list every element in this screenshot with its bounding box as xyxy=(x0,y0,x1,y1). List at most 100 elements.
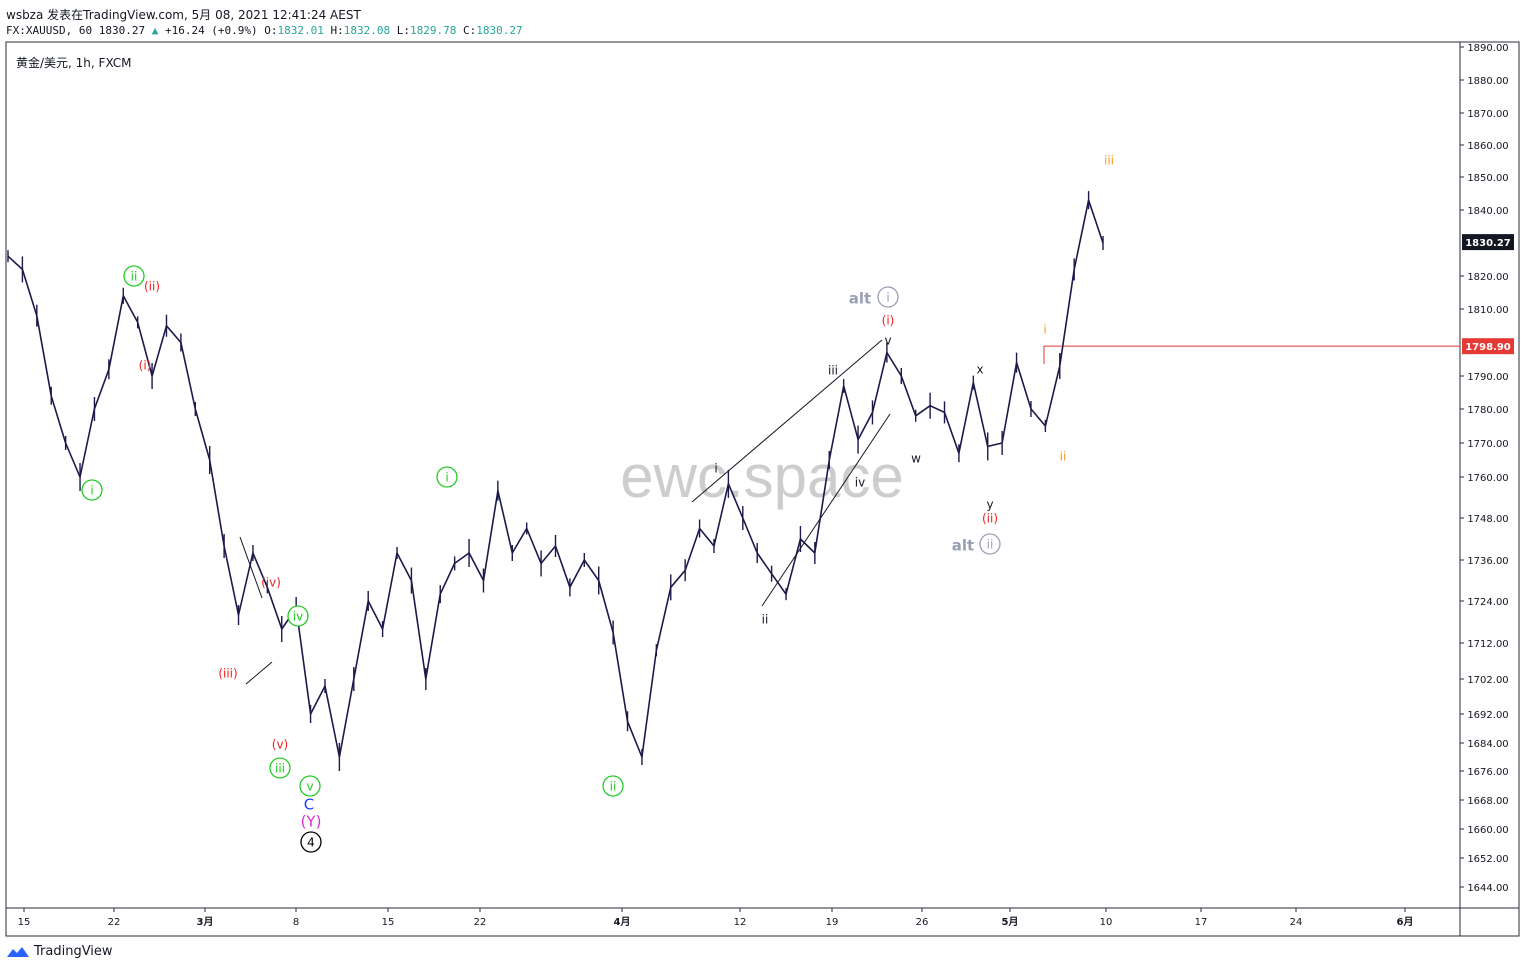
change-value: +16.24 (+0.9%) xyxy=(164,24,258,37)
wave-label: C xyxy=(304,795,314,813)
open-value: 1832.01 xyxy=(277,24,324,37)
wave-label: i xyxy=(436,466,458,488)
x-tick-label: 3月 xyxy=(197,916,214,928)
wave-label: iv xyxy=(855,475,865,489)
y-tick-label: 1780.00 xyxy=(1467,405,1508,416)
wave-label-text: iv xyxy=(293,609,303,623)
x-tick-label: 5月 xyxy=(1002,916,1019,928)
wave-label-circle xyxy=(287,605,309,627)
wave-label-circle xyxy=(300,831,322,853)
trendline xyxy=(761,413,891,607)
high-label: H: xyxy=(330,24,344,37)
y-tick-label: 1840.00 xyxy=(1467,206,1508,217)
y-tick-label: 1798.90 xyxy=(1465,342,1511,353)
wave-label-circle xyxy=(877,286,899,308)
wave-label-circle xyxy=(602,775,624,797)
wave-label: x xyxy=(976,362,983,376)
wave-label: (iv) xyxy=(261,575,281,589)
wave-label-circle xyxy=(436,466,458,488)
wave-label-text: ii xyxy=(1060,449,1067,463)
y-tick-label: 1676.00 xyxy=(1467,767,1508,778)
wave-label-text: iv xyxy=(855,475,865,489)
x-tick-label: 24 xyxy=(1290,917,1303,928)
wave-label-text: x xyxy=(976,362,983,376)
series-line xyxy=(7,199,1104,758)
wave-label-text: (ii) xyxy=(982,511,998,525)
x-tick-label: 12 xyxy=(734,917,747,928)
wave-label: (i) xyxy=(139,358,152,372)
wave-label: iii xyxy=(828,363,838,377)
time-axis[interactable]: 15 22 3月 8 15 22 4月 12 19 26 5月 10 17 24 6月 xyxy=(18,908,1414,928)
wave-label-text: alt xyxy=(849,289,871,307)
y-tick-label: 1702.00 xyxy=(1467,675,1508,686)
wave-label-text: ii xyxy=(987,537,994,551)
wave-label: (ii) xyxy=(144,279,160,293)
y-tick-label: 1724.00 xyxy=(1467,597,1508,608)
trendline xyxy=(245,661,273,685)
y-tick-label: 1692.00 xyxy=(1467,710,1508,721)
trendline xyxy=(691,339,883,503)
wave-label-text: (i) xyxy=(139,358,152,372)
y-tick-label: 1890.00 xyxy=(1467,43,1508,54)
wave-label: ii xyxy=(123,265,145,287)
last-price-tag xyxy=(1462,234,1514,251)
wave-label: alt xyxy=(849,289,871,307)
footer: TradingView xyxy=(6,944,113,959)
wave-label-text: (Y) xyxy=(301,812,322,830)
wave-label-text: i xyxy=(886,290,889,304)
y-tick-label: 1820.00 xyxy=(1467,272,1508,283)
wave-label-text: i xyxy=(714,461,717,475)
y-tick-label: 1668.00 xyxy=(1467,796,1508,807)
publish-info: wsbza 发表在TradingView.com, 5月 08, 2021 12… xyxy=(6,8,361,22)
pane-title: 黄金/美元, 1h, FXCM xyxy=(16,55,132,70)
wave-label-text: ii xyxy=(131,269,138,283)
wave-label: (i) xyxy=(882,313,895,327)
wave-label: i xyxy=(877,286,899,308)
symbol-label: FX:XAUUSD, 60 xyxy=(6,24,93,37)
y-tick-label: 1870.00 xyxy=(1467,109,1508,120)
up-arrow-icon: ▲ xyxy=(151,24,159,37)
last-price: 1830.27 xyxy=(98,24,146,37)
wave-label-text: (iii) xyxy=(218,666,237,680)
wave-label: ii xyxy=(979,533,1001,555)
wave-label: (iii) xyxy=(218,666,237,680)
y-tick-label: 1880.00 xyxy=(1467,76,1508,87)
y-tick-label: 1660.00 xyxy=(1467,825,1508,836)
y-tick-label: 1644.00 xyxy=(1467,883,1508,894)
y-tick-label: 1760.00 xyxy=(1467,473,1508,484)
wave-label-text: v xyxy=(884,333,891,347)
y-tick-label: 1684.00 xyxy=(1467,739,1508,750)
wave-label: alt xyxy=(952,536,974,554)
x-tick-label: 26 xyxy=(916,917,929,928)
y-tick-label: 1830.27 xyxy=(1465,238,1511,249)
x-tick-label: 22 xyxy=(108,917,121,928)
trendlines xyxy=(239,339,891,685)
wave-label: v xyxy=(299,775,321,797)
wave-label-text: (iv) xyxy=(261,575,281,589)
price-axis[interactable]: 1890.00 1880.00 1870.00 1860.00 1850.00 1840.… xyxy=(1460,43,1514,894)
trendline xyxy=(239,536,263,599)
y-tick-label: 1652.00 xyxy=(1467,854,1508,865)
wave-label-text: i xyxy=(1043,322,1046,336)
wave-label: i xyxy=(81,479,103,501)
wave-label: v xyxy=(884,333,891,347)
x-tick-label: 22 xyxy=(474,917,487,928)
wave-label-circle xyxy=(979,533,1001,555)
wave-label: w xyxy=(911,451,921,465)
wave-label-text: (i) xyxy=(882,313,895,327)
wave-label-text: v xyxy=(306,779,313,793)
x-tick-label: 6月 xyxy=(1397,916,1414,928)
wave-label: (ii) xyxy=(982,511,998,525)
wave-label: i xyxy=(1043,322,1046,336)
y-tick-label: 1790.00 xyxy=(1467,372,1508,383)
wave-label-text: (ii) xyxy=(144,279,160,293)
watermark: ewc.space xyxy=(620,443,903,510)
close-value: 1830.27 xyxy=(476,24,523,37)
wave-label-text: ii xyxy=(762,612,769,626)
wave-label: (v) xyxy=(272,737,288,751)
wave-label: 4 xyxy=(300,831,322,853)
y-tick-label: 1810.00 xyxy=(1467,305,1508,316)
wave-label-text: iii xyxy=(275,761,285,775)
wave-label-text: 4 xyxy=(307,835,315,849)
